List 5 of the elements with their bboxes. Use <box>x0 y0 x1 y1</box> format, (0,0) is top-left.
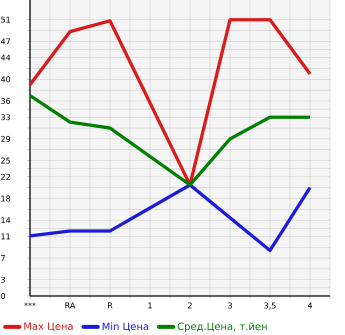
legend-label: Max Цена <box>24 322 73 332</box>
legend-label: Сред.Цена, т.йен <box>178 322 267 332</box>
line-series <box>30 183 312 252</box>
legend-label: Min Цена <box>102 322 148 332</box>
line-series <box>30 94 312 187</box>
